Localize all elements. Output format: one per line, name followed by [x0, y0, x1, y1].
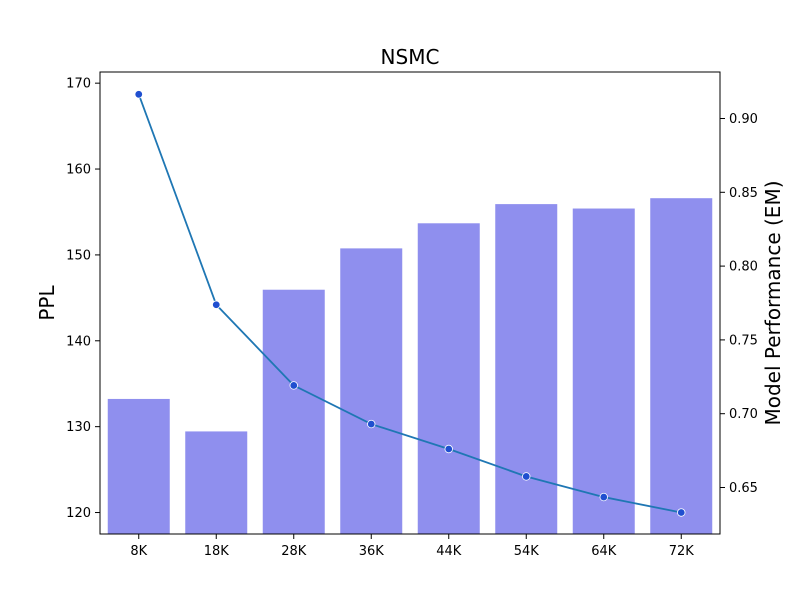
- bar-54K: [495, 204, 558, 535]
- bar-64K: [572, 208, 635, 534]
- right-y-axis: 0.65 0.70 0.75 0.80 0.85 0.90: [720, 112, 758, 496]
- left-tick-label: 130: [66, 420, 91, 435]
- right-tick-label: 0.65: [729, 481, 758, 496]
- chart-title: NSMC: [381, 45, 440, 69]
- left-tick-label: 160: [66, 163, 91, 178]
- right-tick-label: 0.90: [729, 112, 758, 127]
- x-axis: 8K 18K 28K 36K 44K 54K 64K 72K: [130, 534, 694, 559]
- x-tick-label: 72K: [669, 544, 695, 559]
- ppl-point-18K: [212, 300, 221, 309]
- plot-frame: [99, 71, 721, 535]
- right-tick-label: 0.85: [729, 186, 758, 201]
- x-tick-label: 8K: [130, 544, 147, 559]
- bar-36K: [340, 248, 403, 534]
- bar-72K: [650, 198, 713, 534]
- x-tick-label: 44K: [436, 544, 462, 559]
- line-layer: [134, 90, 686, 517]
- left-axis-title: PPL: [35, 285, 59, 321]
- bar-8K: [107, 398, 170, 534]
- ppl-line: [137, 94, 682, 514]
- ppl-point-8K: [134, 90, 143, 99]
- ppl-point-36K: [367, 419, 376, 429]
- right-axis-title: Model Performance (EM): [761, 181, 785, 426]
- right-tick-label: 0.75: [729, 333, 758, 348]
- right-tick-label: 0.80: [729, 260, 758, 275]
- left-tick-label: 120: [66, 506, 91, 521]
- left-y-axis: 120 130 140 150 160 170: [66, 77, 100, 521]
- ppl-point-28K: [289, 381, 298, 390]
- x-tick-label: 18K: [204, 544, 230, 559]
- ppl-point-72K: [677, 508, 686, 517]
- bar-18K: [185, 431, 248, 534]
- bar-28K: [262, 289, 325, 534]
- ppl-point-64K: [599, 492, 608, 502]
- right-tick-label: 0.70: [729, 407, 758, 422]
- ppl-point-44K: [444, 444, 453, 454]
- bar-44K: [417, 223, 480, 535]
- x-tick-label: 28K: [281, 544, 307, 559]
- left-tick-label: 170: [66, 77, 91, 92]
- x-tick-label: 54K: [514, 544, 540, 559]
- x-tick-label: 36K: [359, 544, 385, 559]
- ppl-point-54K: [522, 472, 531, 481]
- left-tick-label: 150: [66, 248, 91, 263]
- bars-layer: [107, 198, 713, 535]
- x-tick-label: 64K: [591, 544, 617, 559]
- left-tick-label: 140: [66, 334, 91, 349]
